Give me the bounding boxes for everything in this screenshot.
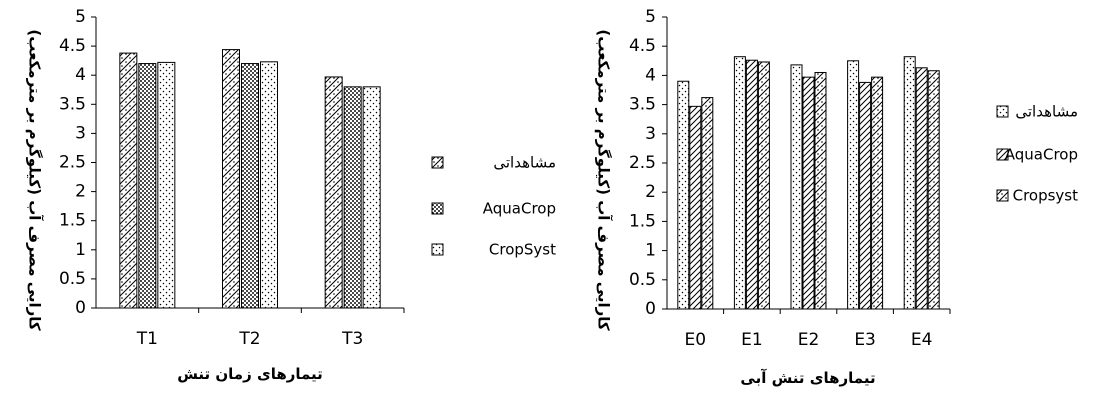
chart1-bar-e2-series-3	[814, 71, 827, 310]
chart0-ylabel: کارایی مصرف آب (کیلوگرم بر مترمکعب)	[26, 29, 44, 331]
chart1-y-tick-label: 0	[645, 299, 656, 319]
chart0-bar-t1-series-1	[119, 52, 138, 309]
chart0-y-tick-label: 3.5	[59, 94, 86, 114]
chart0-y-tick-label: 2	[75, 182, 86, 202]
chart1-x-tick-label: E3	[854, 330, 876, 350]
chart1-y-tick-label: 3.5	[629, 95, 656, 115]
chart0-x-tick-label: T1	[136, 329, 158, 349]
chart1-legend-label-3: Cropsyst	[1013, 187, 1079, 205]
chart0-bar-t3-series-2	[343, 86, 362, 309]
chart1-xlabel: تیمارهای تنش آبی	[740, 369, 875, 387]
chart0-legend-label-3: CropSyst	[489, 241, 556, 259]
chart0-bar-t3-series-3	[362, 86, 381, 309]
chart1-bar-e2-series-2	[802, 76, 815, 310]
chart1-y-tick-label: 5	[645, 7, 656, 27]
chart0-legend-label-2: AquaCrop	[483, 200, 556, 218]
chart1-y-tick-label: 4.5	[629, 36, 656, 56]
chart0-y-tick-label: 5	[75, 7, 86, 27]
chart1-x-tick-label: E2	[798, 330, 820, 350]
chart0-legend-swatch-2	[431, 202, 444, 215]
chart0-legend: مشاهداتی AquaCrop CropSyst	[431, 154, 556, 259]
chart1-x-tick-label: E1	[741, 330, 763, 350]
chart1-y-tick-label: 0.5	[629, 270, 656, 290]
chart0-y-tick-label: 3	[75, 123, 86, 143]
chart0-y-tick-label: 0	[75, 298, 86, 318]
chart1-bar-e3-series-3	[871, 76, 884, 310]
chart1-ylabel: کارایی مصرف آب (کیلوگرم بر مترمکعب)	[595, 29, 613, 331]
chart1-legend: مشاهداتی AquaCrop Cropsyst	[996, 103, 1079, 205]
chart1-bar-e1-series-1	[733, 56, 746, 310]
chart1-bar-e2-series-1	[790, 64, 803, 310]
chart0-legend-swatch-1	[431, 156, 444, 169]
chart0-y-tick-label: 1	[75, 240, 86, 260]
chart0-bar-t3-series-1	[324, 76, 343, 309]
chart1-bar-e4-series-2	[915, 67, 928, 310]
chart1-bar-e1-series-3	[757, 61, 770, 310]
chart-water-stress: کارایی مصرف آب (کیلوگرم بر مترمکعب) تیما…	[595, 7, 1079, 387]
chart1-legend-swatch-3	[996, 189, 1009, 202]
chart0-y-tick-label: 4	[75, 65, 86, 85]
chart0-bar-t1-series-2	[138, 63, 157, 309]
chart0-x-tick-label: T2	[238, 329, 260, 349]
chart1-y-tick-label: 3	[645, 124, 656, 144]
chart0-bar-t2-series-1	[222, 49, 240, 309]
chart1-y-tick-label: 1.5	[629, 211, 656, 231]
chart1-y-tick-label: 1	[645, 241, 656, 261]
chart0-y-tick-label: 4.5	[59, 36, 86, 56]
chart1-legend-label-1: مشاهداتی	[1015, 103, 1078, 121]
chart1-legend-label-2: AquaCrop	[1005, 146, 1078, 164]
chart1-x-tick-label: E4	[911, 330, 933, 350]
chart0-xlabel: تیمارهای زمان تنش	[177, 365, 323, 383]
chart0-bar-t1-series-3	[157, 61, 176, 309]
chart1-legend-swatch-1	[996, 105, 1009, 118]
chart1-y-tick-label: 2.5	[629, 153, 656, 173]
chart-stress-timing: کارایی مصرف آب (کیلوگرم بر مترمکعب) تیما…	[26, 7, 557, 383]
chart1-bar-e3-series-1	[847, 60, 860, 310]
chart1-bar-e0-series-1	[677, 80, 690, 310]
chart1-bar-e4-series-1	[903, 56, 916, 310]
chart0-x-tick-label: T3	[341, 329, 363, 349]
chart1-bar-e3-series-2	[859, 81, 872, 310]
chart0-legend-swatch-3	[431, 243, 444, 256]
chart0-y-tick-label: 2.5	[59, 153, 86, 173]
chart0-bar-t2-series-3	[260, 61, 278, 309]
chart1-bar-e0-series-3	[701, 97, 714, 310]
chart1-y-tick-label: 2	[645, 182, 656, 202]
chart1-bar-e0-series-2	[689, 105, 702, 310]
chart0-bar-t2-series-2	[241, 63, 259, 309]
chart0-legend-label-1: مشاهداتی	[493, 154, 556, 172]
chart1-legend-swatch-2	[996, 148, 1009, 161]
chart1-x-tick-label: E0	[685, 330, 707, 350]
chart0-y-tick-label: 1.5	[59, 211, 86, 231]
chart1-bar-e1-series-2	[745, 59, 758, 310]
chart1-bar-e4-series-3	[927, 70, 940, 310]
chart0-y-tick-label: 0.5	[59, 269, 86, 289]
chart1-y-tick-label: 4	[645, 65, 656, 85]
